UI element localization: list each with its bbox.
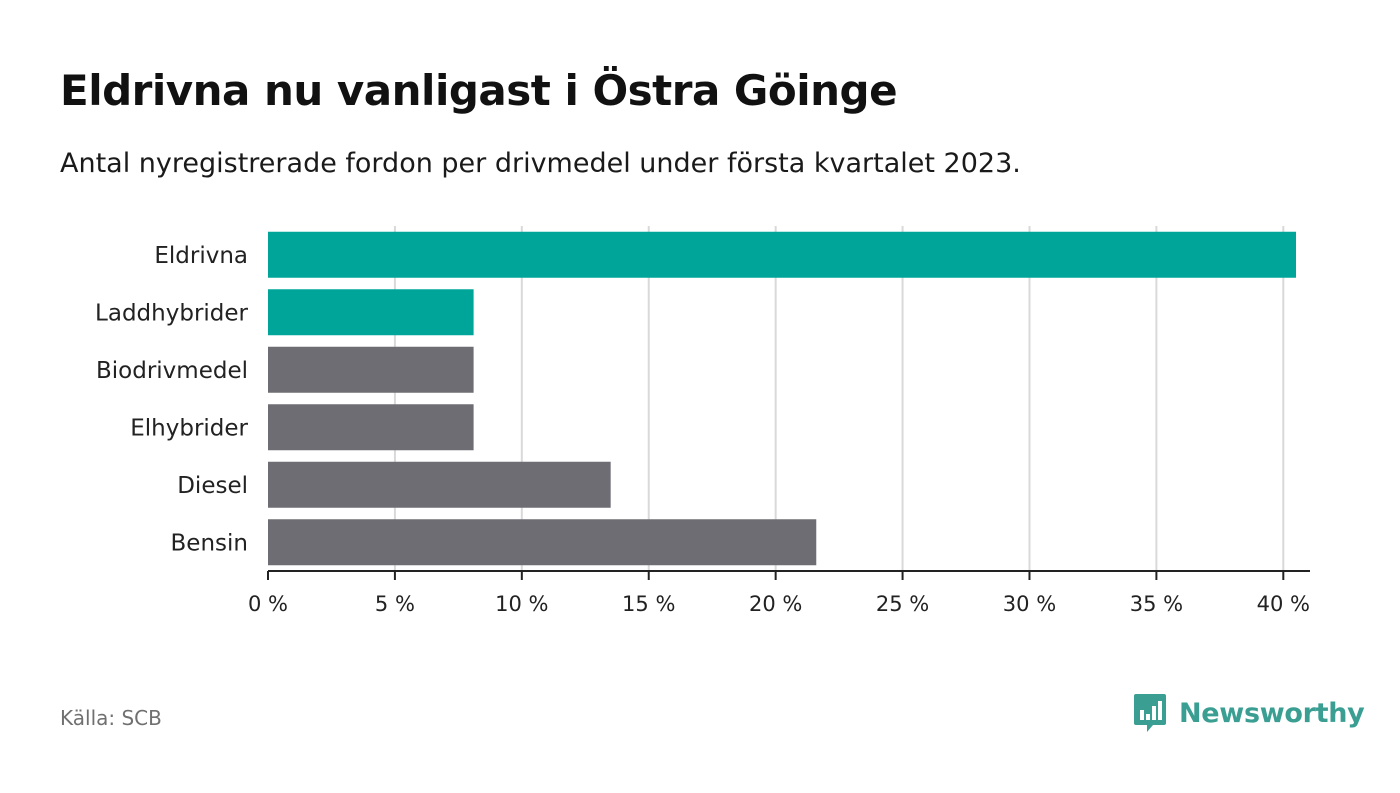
bar: [268, 231, 1296, 278]
bar: [268, 289, 474, 336]
x-tick-label: 40 %: [1257, 592, 1310, 616]
x-tick-label: 25 %: [876, 592, 929, 616]
category-label: Bensin: [171, 530, 248, 556]
x-tick-label: 35 %: [1130, 592, 1183, 616]
bar: [268, 404, 474, 451]
x-tick-label: 10 %: [495, 592, 548, 616]
category-label: Laddhybrider: [95, 300, 248, 326]
bar: [268, 461, 611, 508]
newsworthy-logo: Newsworthy: [1133, 692, 1365, 734]
x-tick-label: 0 %: [248, 592, 288, 616]
chart-title: Eldrivna nu vanligast i Östra Göinge: [60, 66, 898, 115]
source-note: Källa: SCB: [60, 706, 162, 730]
brand-name: Newsworthy: [1179, 697, 1365, 729]
x-tick-label: 15 %: [622, 592, 675, 616]
category-label: Biodrivmedel: [96, 358, 248, 384]
category-label: Elhybrider: [130, 415, 248, 441]
category-label: Eldrivna: [154, 243, 248, 269]
x-tick-label: 30 %: [1003, 592, 1056, 616]
x-tick-label: 20 %: [749, 592, 802, 616]
category-label: Diesel: [177, 473, 248, 499]
bar: [268, 519, 817, 566]
x-tick-label: 5 %: [375, 592, 415, 616]
chart-subtitle: Antal nyregistrerade fordon per drivmede…: [60, 148, 1021, 179]
bar: [268, 346, 474, 393]
bar-chart-speech-bubble-icon: [1134, 694, 1166, 732]
